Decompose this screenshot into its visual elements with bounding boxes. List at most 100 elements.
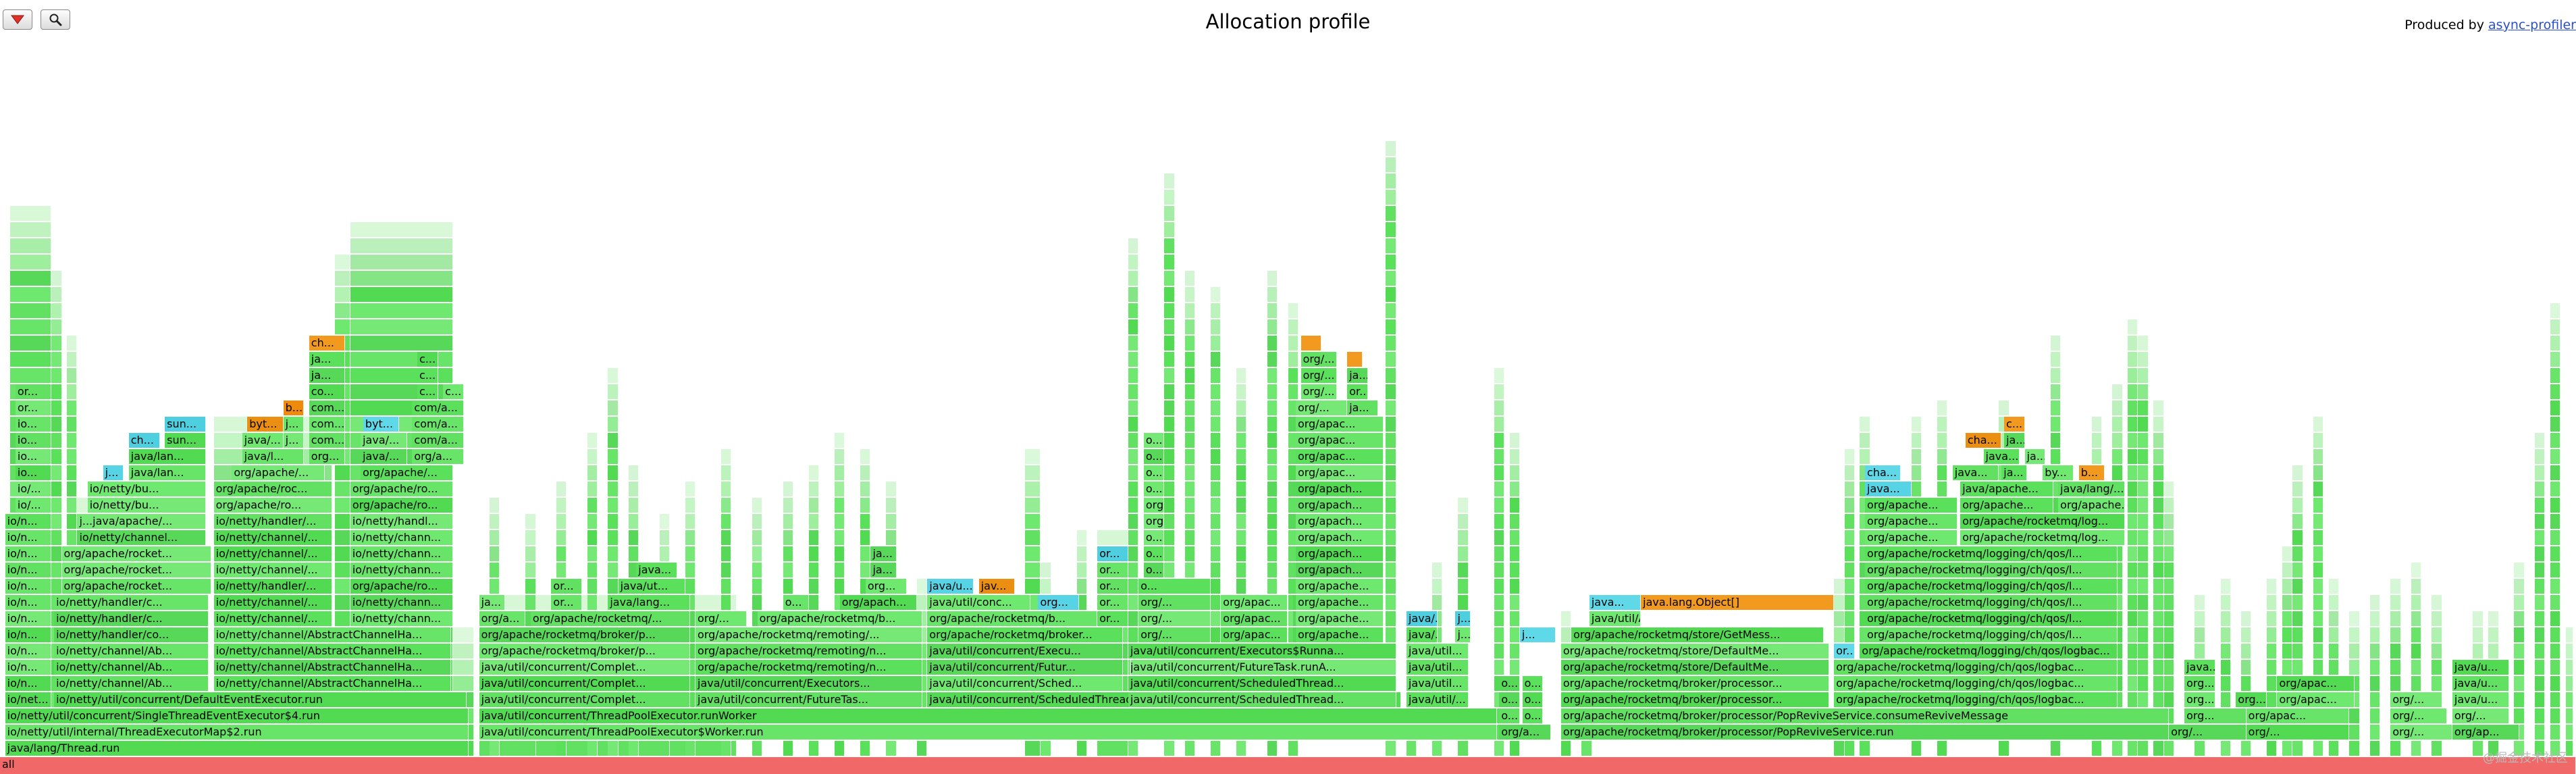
flame-frame[interactable]: java/util/concurrent/ScheduledThread... (1128, 692, 1396, 707)
flame-frame[interactable]: org/apache... (1295, 611, 1384, 626)
flame-frame[interactable]: java/u... (2452, 676, 2509, 691)
flame-frame[interactable]: org/apac... (1295, 417, 1384, 432)
flame-frame[interactable]: io... (15, 417, 52, 432)
flame-frame[interactable]: org/... (2246, 725, 2350, 740)
flame-frame[interactable]: java... (636, 563, 678, 577)
flame-frame[interactable]: org/apac... (1221, 627, 1288, 642)
flame-frame[interactable]: io/netty/channel/AbstractChannelHa... (213, 627, 451, 642)
flame-frame[interactable]: java/util/ArrayList.<init> (1589, 611, 1641, 626)
flame-frame[interactable]: java/... (1406, 627, 1438, 642)
flame-frame[interactable] (1128, 660, 1131, 675)
flame-frame[interactable]: org/apac... (1295, 433, 1384, 448)
flame-frame[interactable]: java/util... (1406, 644, 1469, 659)
flame-frame[interactable]: ja... (1347, 368, 1368, 383)
flame-frame[interactable]: or... (1097, 611, 1128, 626)
flame-frame[interactable]: or... (1097, 546, 1128, 561)
flame-frame[interactable]: io/netty/util/concurrent/SingleThreadEve… (5, 708, 469, 723)
flame-frame[interactable]: io/n... (5, 514, 52, 529)
flame-frame[interactable]: o... (1522, 708, 1544, 723)
flame-frame[interactable]: io/n... (5, 676, 52, 691)
flame-frame[interactable]: org/apach... (1295, 530, 1384, 545)
flame-frame[interactable]: io/netty/channel/Ab... (54, 676, 209, 691)
flame-frame[interactable]: java... (1983, 449, 2020, 464)
flame-frame[interactable]: org/apache/roc... (213, 482, 333, 496)
flame-frame[interactable]: j... (283, 417, 305, 432)
flame-frame[interactable]: java/util/concurrent/ThreadPoolExecutor.… (479, 708, 1497, 723)
flame-frame[interactable]: or... (1347, 384, 1368, 399)
flame-frame[interactable]: java/util/concurrent/Execu... (927, 644, 1124, 659)
flame-frame[interactable]: java/util/concurrent/Futur... (927, 660, 1124, 675)
flame-frame[interactable]: java/util/... (1406, 692, 1469, 707)
flame-frame[interactable]: byt... (363, 417, 400, 432)
flame-frame[interactable]: org/apach... (1295, 563, 1384, 577)
flame-frame[interactable]: org/apache/ro... (213, 498, 333, 513)
flame-frame[interactable]: org/apache/rocketmq/remoting/... (695, 627, 922, 642)
flame-frame[interactable]: java/util/concurrent/ThreadPoolExecutor$… (479, 725, 1497, 740)
flame-frame[interactable]: org/apache... (1295, 627, 1384, 642)
flame-frame[interactable]: org/a... (479, 611, 526, 626)
flame-frame[interactable]: o... (1143, 546, 1165, 561)
flame-frame[interactable]: io/netty/handler/... (213, 579, 333, 594)
flame-frame[interactable]: org/apach... (1295, 546, 1384, 561)
flame-frame[interactable]: org/apache/rocketmq/log... (1960, 530, 2126, 545)
flame-frame[interactable]: org/apache/rocketmq/... (530, 611, 691, 626)
flame-frame[interactable]: org/... (2169, 725, 2246, 740)
flame-frame[interactable]: org/apache/rocketmq/logging/ch/qos/logba… (1834, 692, 2118, 707)
flame-frame[interactable]: java/... (242, 433, 284, 448)
flame-frame[interactable]: org/apache... (1865, 514, 1958, 529)
flame-frame[interactable]: io/netty/util/concurrent/DefaultEventExe… (54, 692, 467, 707)
flame-frame[interactable]: io/netty/channel/... (213, 530, 333, 545)
flame-frame[interactable]: io/netty/channel/AbstractChannelHa... (213, 644, 451, 659)
flame-frame[interactable]: j... (103, 465, 124, 480)
flame-frame[interactable]: io... (15, 449, 52, 464)
flame-frame[interactable]: org/apache/rocketmq/logging/ch/qos/l... (1865, 627, 2118, 642)
flame-frame[interactable]: com/a... (412, 433, 464, 448)
flame-frame[interactable]: j... (1519, 627, 1556, 642)
flame-frame[interactable]: org/apache/rocketmq/broker/processor... (1560, 676, 1829, 691)
flame-frame[interactable]: o... (1499, 708, 1520, 723)
flame-frame[interactable]: java... (1865, 482, 1912, 496)
flame-frame[interactable]: org/apache/rocketmq/logging/ch/qos/l... (1865, 546, 2118, 561)
flame-frame[interactable]: org/apache/rocket... (61, 546, 211, 561)
flame-frame[interactable]: io/netty/channel... (77, 530, 207, 545)
flame-frame[interactable]: com... (309, 401, 346, 415)
flame-frame[interactable]: org... (1038, 595, 1080, 610)
flame-frame[interactable]: ja... (1347, 401, 1378, 415)
flame-frame[interactable]: or... (15, 401, 52, 415)
flame-frame[interactable]: java/util/concurrent/Executors$Runna... (1128, 644, 1396, 659)
flame-frame[interactable]: java/util... (1406, 676, 1469, 691)
flame-frame[interactable]: io/netty/handler/c... (54, 595, 209, 610)
flame-frame[interactable]: org... (2236, 692, 2267, 707)
flame-frame[interactable]: java/util/concurrent/Complet... (479, 692, 691, 707)
flame-frame[interactable]: ja... (2004, 433, 2025, 448)
flame-frame[interactable]: org/apach... (1295, 498, 1384, 513)
flame-frame[interactable]: io/netty/handler/co... (54, 627, 209, 642)
flame-frame[interactable]: org/apache/rocketmq/broker/processor/Pop… (1560, 725, 2170, 740)
flame-frame[interactable]: org/apache/rocketmq/logging/ch/qos/l... (1865, 595, 2118, 610)
flame-frame[interactable]: org/... (1300, 352, 1337, 367)
flame-frame[interactable]: org/apache/rocketmq/store/DefaultMe... (1560, 660, 1829, 675)
flame-frame[interactable]: io/n... (5, 627, 52, 642)
flame-frame[interactable]: by... (2043, 465, 2074, 480)
flame-frame[interactable]: o... (1522, 692, 1544, 707)
flame-frame[interactable]: org/apache... (1295, 579, 1384, 594)
search-button[interactable] (41, 9, 70, 30)
flame-frame[interactable]: org/apache/rocketmq/remoting/n... (695, 660, 922, 675)
flame-frame[interactable]: io/netty/handler/... (213, 514, 333, 529)
flame-frame[interactable]: com/a... (412, 401, 464, 415)
flame-frame[interactable]: or... (551, 579, 583, 594)
flame-frame[interactable]: org/ap... (2452, 725, 2520, 740)
flame-frame[interactable]: io/n... (5, 563, 52, 577)
flame-frame[interactable]: or... (1097, 595, 1128, 610)
flame-frame[interactable]: org/apac... (2277, 692, 2355, 707)
flame-frame[interactable]: org... (1143, 498, 1165, 513)
flame-frame[interactable]: ja... (479, 595, 505, 610)
flame-frame[interactable]: io/netty/util/internal/ThreadExecutorMap… (5, 725, 469, 740)
flame-frame[interactable]: org/a... (1499, 725, 1551, 740)
flame-frame[interactable]: or... (1097, 579, 1128, 594)
flame-frame[interactable]: io/netty/channel/... (213, 563, 333, 577)
flame-frame[interactable]: ch... (309, 336, 346, 351)
flame-frame[interactable]: org/apache/... (361, 465, 454, 480)
flame-frame[interactable]: org/apache/ro... (350, 579, 454, 594)
